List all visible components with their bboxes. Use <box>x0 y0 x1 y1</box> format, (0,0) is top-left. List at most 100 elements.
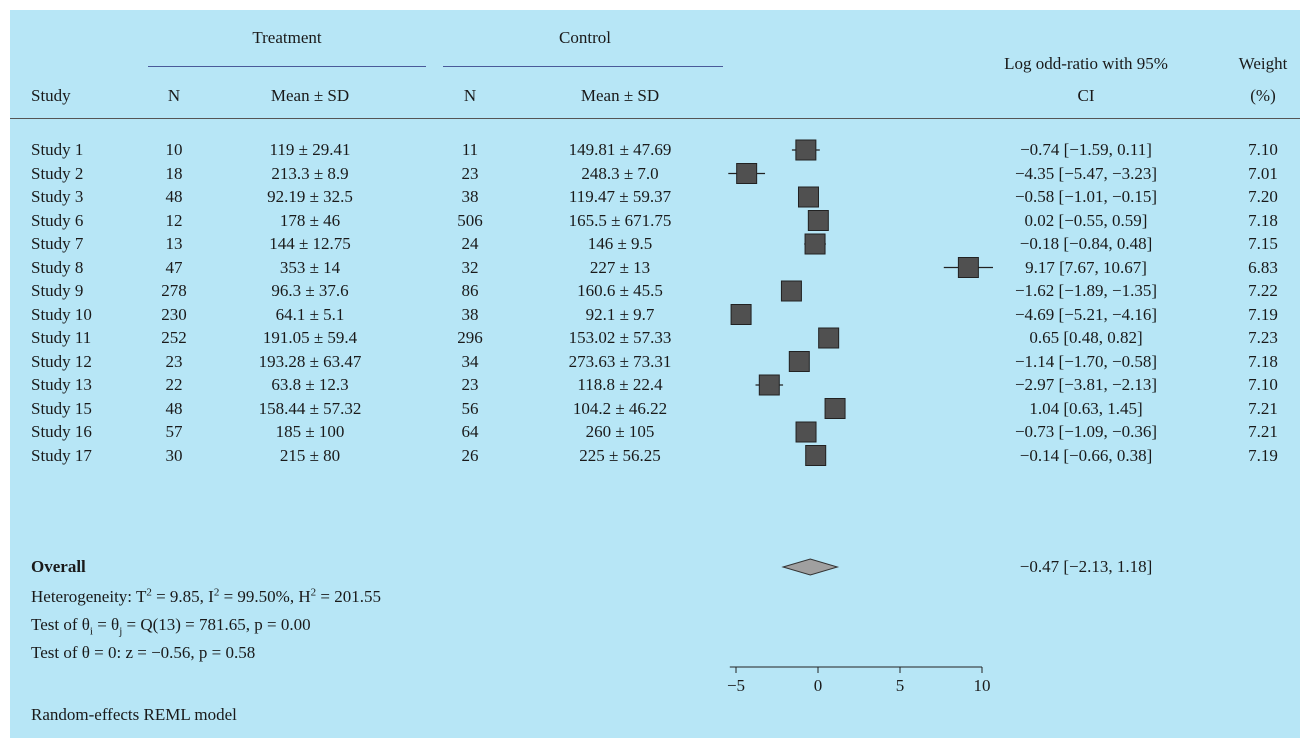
control-mean-sd: 149.81 ± 47.69 <box>568 140 672 159</box>
study-name: Study 12 <box>31 351 92 371</box>
study-marker <box>824 398 846 419</box>
log-odds-ci: 9.17 [7.67, 10.67] <box>1025 257 1147 277</box>
control-n: 34 <box>461 351 479 371</box>
treatment-mean-sd: 178 ± 46 <box>279 210 341 230</box>
control-mean-sd: 260 ± 105 <box>585 422 655 441</box>
weight: 7.18 <box>1248 351 1278 371</box>
control-n: 506 <box>457 210 483 230</box>
treatment-n: 18 <box>165 163 183 183</box>
treatment-rule <box>148 66 426 67</box>
x-tick-label: 10 <box>974 676 991 695</box>
study-name: Study 2 <box>31 163 84 183</box>
treatment-n: 30 <box>165 445 183 465</box>
weight: 6.83 <box>1248 257 1278 277</box>
treatment-n: 23 <box>165 351 183 371</box>
study-marker <box>730 304 752 325</box>
study-name: Study 7 <box>31 234 84 253</box>
study-name: Study 17 <box>31 445 92 465</box>
control-n: 86 <box>461 281 479 300</box>
study-name: Study 13 <box>31 375 92 394</box>
log-odds-ci: −2.97 [−3.81, −2.13] <box>1014 375 1158 394</box>
treatment-n: 48 <box>165 187 183 206</box>
control-mean-sd: 118.8 ± 22.4 <box>577 375 663 394</box>
weight: 7.21 <box>1248 398 1278 418</box>
treatment-mean-sd: 119 ± 29.41 <box>269 140 351 159</box>
weight: 7.10 <box>1248 375 1278 394</box>
control-mean-sd: 273.63 ± 73.31 <box>568 351 672 371</box>
treatment-n: 10 <box>165 140 183 159</box>
treatment-n: 278 <box>161 281 187 300</box>
log-odds-ci: −0.58 [−1.01, −0.15] <box>1014 187 1158 206</box>
study-marker <box>797 186 819 208</box>
treatment-n: 12 <box>165 210 183 230</box>
control-mean-sd: 227 ± 13 <box>589 257 651 277</box>
weight: 7.23 <box>1248 328 1278 347</box>
treatment-n: 48 <box>165 398 183 418</box>
control-n: 56 <box>461 398 479 418</box>
control-mean-sd: 92.1 ± 9.7 <box>585 304 655 324</box>
forest-plot-panel <box>10 10 1300 738</box>
overall-ci: −0.47 [−2.13, 1.18] <box>1019 557 1153 576</box>
study-marker <box>805 445 827 466</box>
control-mean-sd: 146 ± 9.5 <box>587 234 653 253</box>
log-odds-ci: −4.35 [−5.47, −3.23] <box>1014 163 1158 183</box>
effect-header-line1: Log odd-ratio with 95% <box>1004 54 1168 73</box>
weight: 7.10 <box>1248 140 1278 159</box>
weight: 7.20 <box>1248 187 1278 206</box>
control-n: 23 <box>461 375 479 394</box>
treatment-n-header: N <box>167 86 181 105</box>
treatment-mean-header: Mean ± SD <box>270 86 350 105</box>
header-divider <box>10 118 1300 119</box>
treatment-mean-sd: 158.44 ± 57.32 <box>258 398 362 418</box>
treatment-n: 13 <box>165 234 183 253</box>
log-odds-ci: −0.18 [−0.84, 0.48] <box>1019 234 1153 253</box>
study-marker <box>807 210 829 231</box>
study-marker <box>795 421 817 443</box>
treatment-n: 57 <box>165 422 183 441</box>
study-marker <box>818 327 840 349</box>
study-marker <box>758 374 780 396</box>
weight-header-line1: Weight <box>1238 54 1288 73</box>
control-n: 38 <box>461 187 479 206</box>
study-name: Study 6 <box>31 210 84 230</box>
treatment-mean-sd: 144 ± 12.75 <box>269 234 351 253</box>
log-odds-ci: 1.04 [0.63, 1.45] <box>1029 398 1143 418</box>
log-odds-ci: −1.62 [−1.89, −1.35] <box>1014 281 1158 300</box>
weight-header-line2: (%) <box>1250 86 1276 105</box>
treatment-n: 22 <box>165 375 183 394</box>
x-tick-label: 5 <box>896 676 905 695</box>
control-n: 11 <box>461 140 479 159</box>
control-n: 38 <box>461 304 479 324</box>
treatment-mean-sd: 63.8 ± 12.3 <box>271 375 349 394</box>
treatment-mean-sd: 96.3 ± 37.6 <box>271 281 349 300</box>
control-n: 296 <box>457 328 483 347</box>
treatment-n: 47 <box>165 257 183 277</box>
treatment-n: 230 <box>161 304 187 324</box>
model-note: Random-effects REML model <box>31 705 237 724</box>
control-n: 32 <box>461 257 479 277</box>
treatment-header: Treatment <box>252 28 322 47</box>
weight: 7.21 <box>1248 422 1278 441</box>
treatment-mean-sd: 92.19 ± 32.5 <box>267 187 353 206</box>
log-odds-ci: 0.65 [0.48, 0.82] <box>1029 328 1143 347</box>
study-header: Study <box>31 86 71 105</box>
study-name: Study 10 <box>31 304 92 324</box>
control-header: Control <box>559 28 611 47</box>
study-name: Study 3 <box>31 187 84 206</box>
x-tick-label: 0 <box>814 676 823 695</box>
treatment-mean-sd: 353 ± 14 <box>279 257 341 277</box>
study-name: Study 15 <box>31 398 92 418</box>
log-odds-ci: −0.14 [−0.66, 0.38] <box>1019 445 1153 465</box>
control-n: 64 <box>461 422 479 441</box>
study-marker <box>736 163 758 184</box>
heterogeneity-stats: Heterogeneity: T2 = 9.85, I2 = 99.50%, H… <box>31 586 381 606</box>
treatment-mean-sd: 213.3 ± 8.9 <box>271 163 349 183</box>
study-marker <box>780 280 802 302</box>
log-odds-ci: −0.74 [−1.59, 0.11] <box>1020 140 1152 159</box>
study-name: Study 1 <box>31 140 84 159</box>
control-mean-sd: 153.02 ± 57.33 <box>568 328 672 347</box>
study-marker <box>795 139 817 161</box>
study-marker <box>957 257 979 278</box>
control-mean-sd: 104.2 ± 46.22 <box>572 398 668 418</box>
control-n-header: N <box>463 86 477 105</box>
